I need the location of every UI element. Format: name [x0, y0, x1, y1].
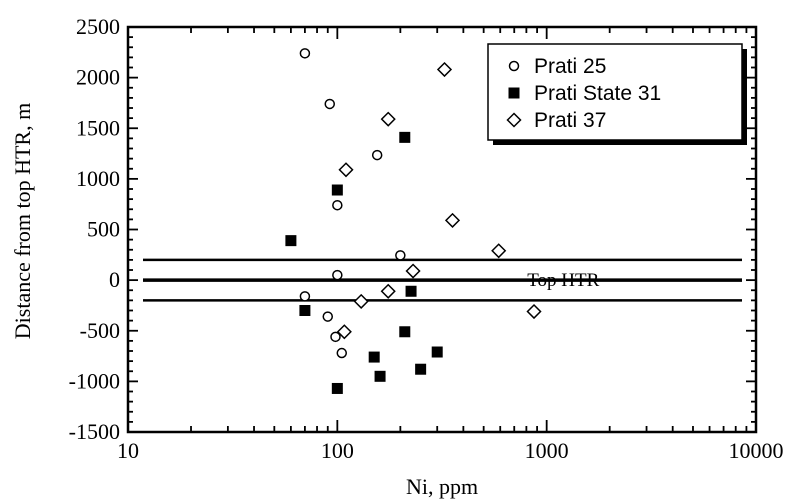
data-point-s2-1: [380, 111, 396, 127]
data-point-s1-4: [299, 305, 311, 316]
data-point-s2-9: [526, 303, 542, 320]
data-point-s0-6: [299, 291, 311, 302]
tick-labels: -1500 -1000 -500 0 500 1000 1500 2000 2500 10 100 1…: [69, 14, 784, 463]
data-point-s0-4: [395, 250, 406, 261]
y-tick-label: 0: [109, 267, 120, 292]
data-point-s1-3: [405, 285, 417, 297]
legend-marker-0: [508, 60, 520, 72]
data-point-s2-0: [436, 61, 453, 78]
legend-marker-2: [506, 112, 522, 128]
y-tick-label: 2500: [76, 14, 120, 39]
x-tick-label: 10000: [729, 438, 784, 463]
data-point-s1-9: [374, 370, 386, 382]
annotations: Top HTR: [527, 270, 599, 291]
data-point-s2-4: [491, 243, 507, 259]
data-point-s1-1: [331, 184, 343, 196]
data-point-s2-8: [336, 324, 352, 340]
data-point-s0-2: [371, 149, 383, 161]
data-point-s0-5: [332, 269, 343, 281]
legend-label-1: Prati State 31: [534, 82, 661, 105]
x-tick-label: 10: [117, 438, 139, 463]
legend: Prati 25 Prati State 31 Prati 37: [487, 43, 747, 145]
y-tick-label: -1000: [69, 368, 120, 393]
data-point-s1-5: [399, 326, 411, 338]
x-axis-title: Ni, ppm: [406, 474, 478, 499]
y-tick-label: 2000: [76, 65, 120, 90]
legend-label-0: Prati 25: [534, 55, 606, 78]
data-point-s2-7: [353, 293, 369, 309]
data-point-s2-5: [405, 263, 421, 279]
data-point-s2-3: [444, 212, 461, 228]
y-tick-label: -1500: [69, 419, 120, 444]
legend-label-2: Prati 37: [534, 109, 606, 132]
data-point-s0-3: [332, 199, 343, 211]
y-tick-label: -500: [80, 318, 120, 343]
x-tick-label: 1000: [525, 438, 569, 463]
data-point-s2-2: [338, 162, 354, 178]
data-point-s1-10: [331, 382, 343, 394]
legend-marker-1: [508, 87, 520, 99]
data-point-s0-7: [322, 311, 334, 322]
data-point-s0-9: [336, 347, 348, 359]
y-tick-label: 1000: [76, 166, 120, 191]
y-axis-title: Distance from top HTR, m: [10, 103, 35, 339]
data-point-s1-2: [285, 235, 297, 247]
data-point-s1-0: [399, 131, 411, 143]
data-point-s0-0: [299, 48, 311, 59]
y-tick-label: 500: [87, 217, 120, 242]
x-tick-label: 100: [321, 438, 354, 463]
data-point-s1-6: [431, 346, 443, 358]
data-points: [285, 48, 542, 394]
y-tick-label: 1500: [76, 115, 120, 140]
data-point-s0-1: [324, 98, 336, 110]
axis-ticks: [127, 26, 756, 433]
top-htr-label: Top HTR: [527, 270, 599, 291]
legend-box: [487, 43, 743, 141]
data-point-s0-8: [330, 331, 341, 343]
data-point-s1-7: [368, 351, 380, 363]
data-point-s1-8: [415, 363, 427, 375]
data-point-s2-6: [380, 283, 396, 299]
reference-lines: [143, 258, 742, 302]
